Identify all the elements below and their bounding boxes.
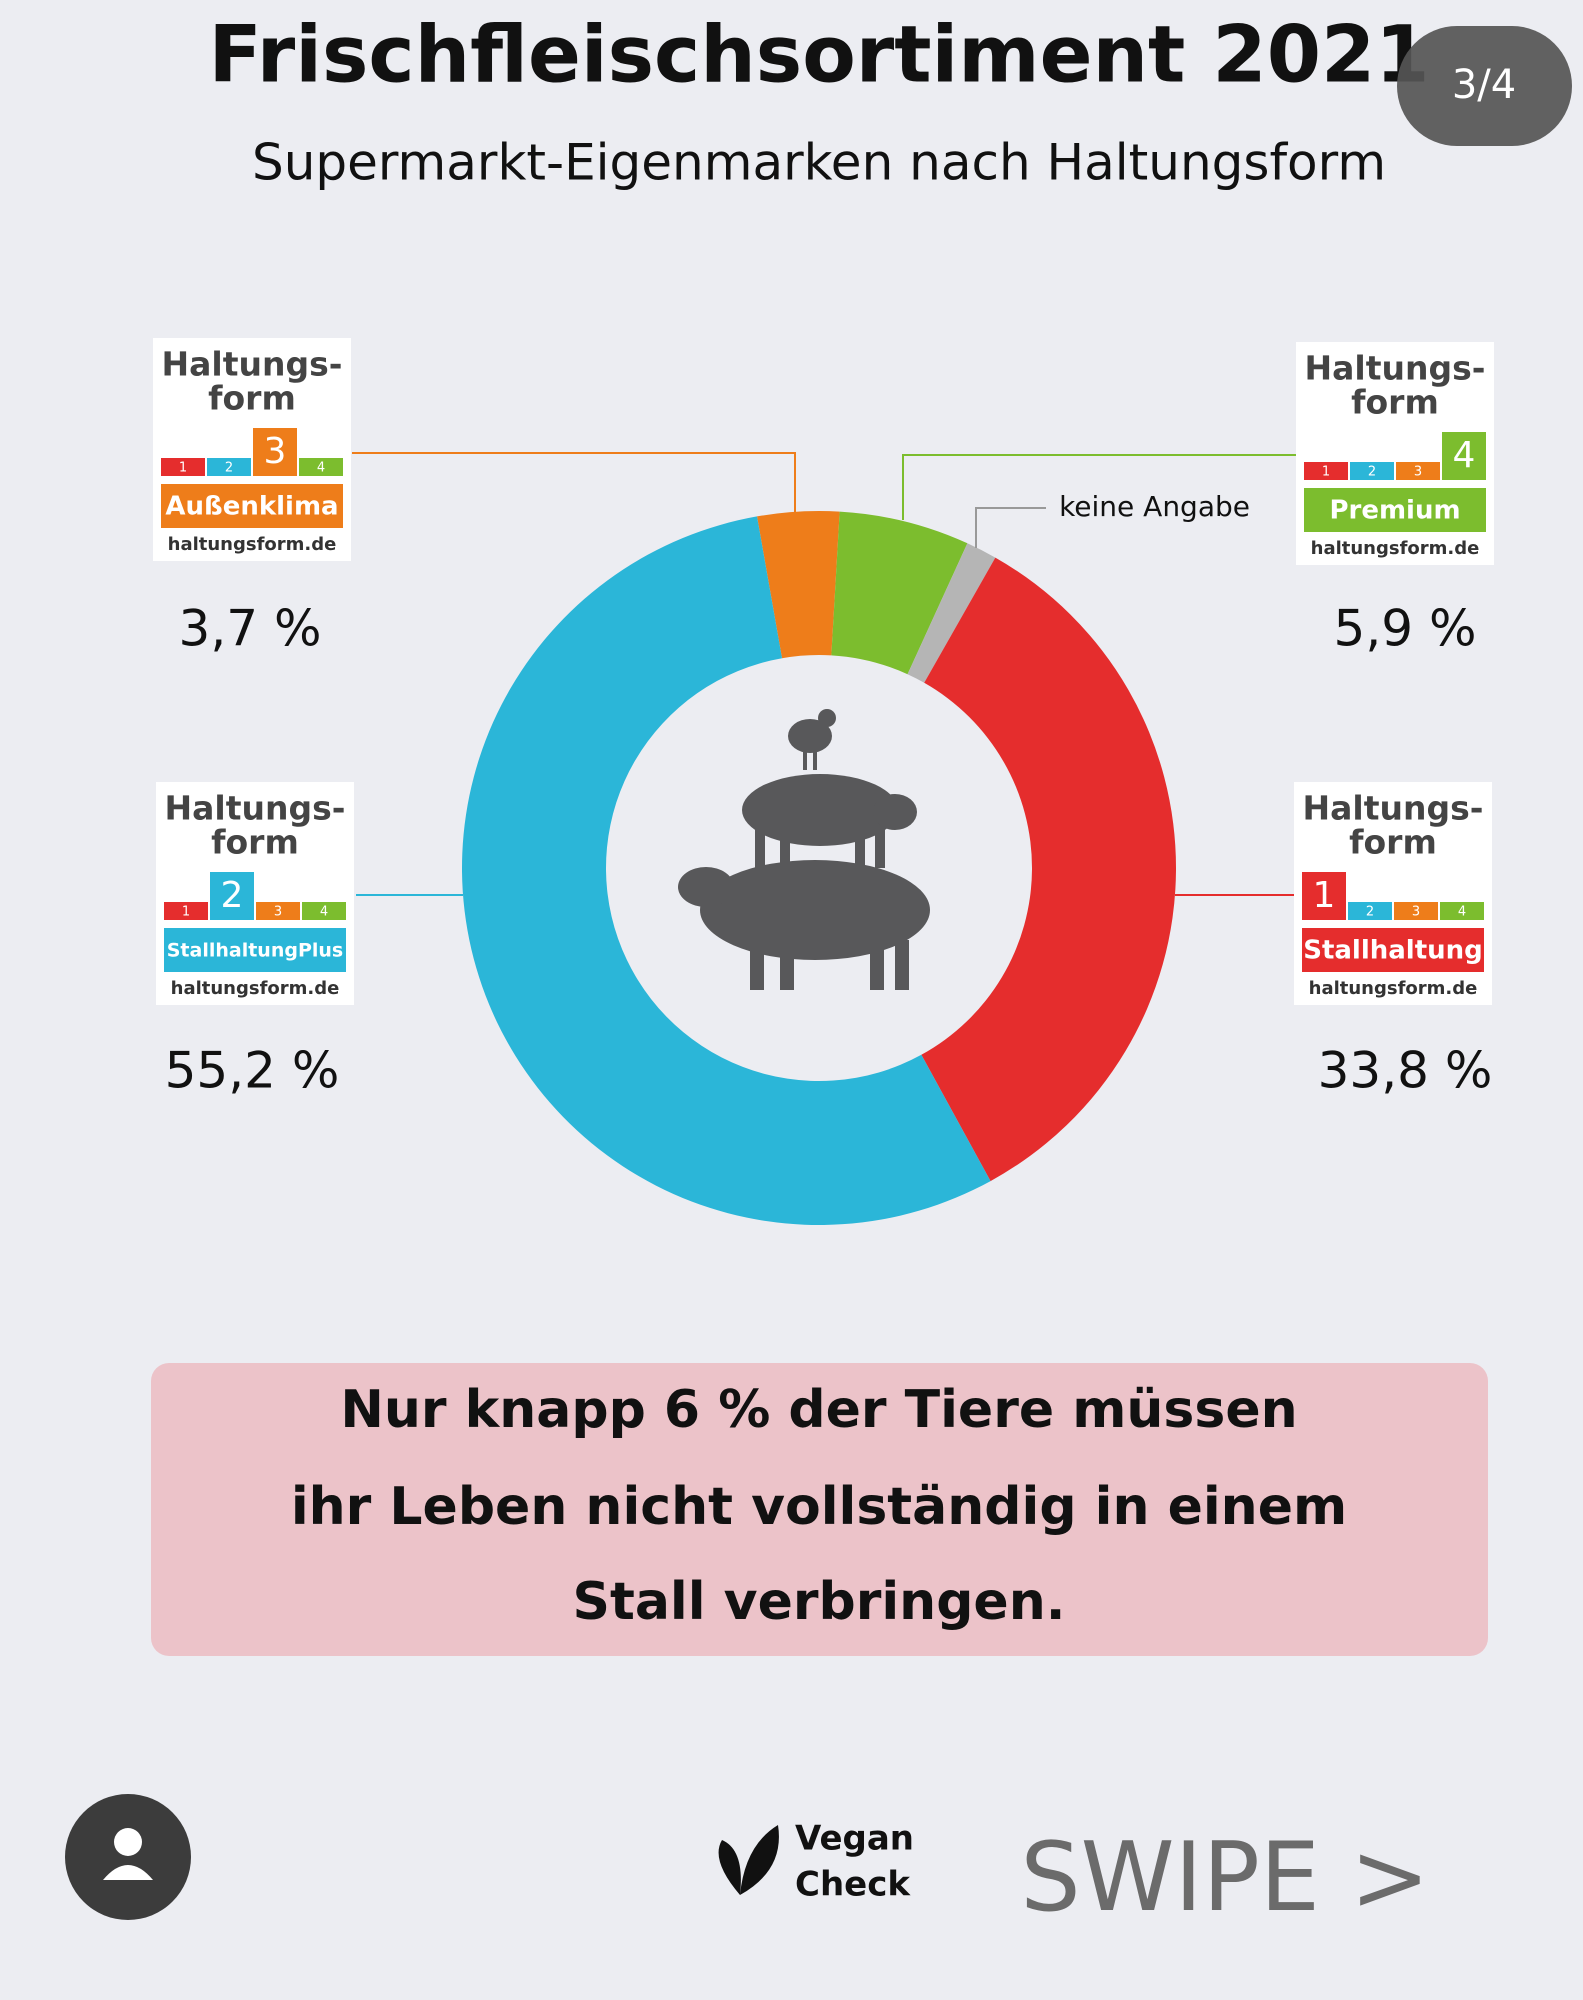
- badge-heading: Haltungs-: [162, 345, 343, 384]
- chart-title: Frischfleischsortiment 2021: [208, 10, 1429, 100]
- badge-level-box: [253, 428, 297, 476]
- badge-heading: Haltungs-: [1303, 789, 1484, 828]
- badge-label-box: [1304, 488, 1486, 532]
- legend-entry: Außenklima: [165, 492, 338, 522]
- badge-level: 3: [1412, 905, 1420, 920]
- badge-level: 4: [317, 461, 325, 476]
- swipe-button[interactable]: SWIPE >: [1020, 1823, 1429, 1933]
- badge-level: 2: [225, 461, 233, 476]
- badge-heading: form: [211, 823, 299, 862]
- page-counter: 3/4: [1452, 62, 1516, 108]
- badge-level: 1: [179, 461, 187, 476]
- badge-label-box: [164, 928, 346, 972]
- category-label: keine Angabe: [1059, 490, 1250, 523]
- badge-level-box: [1394, 902, 1438, 920]
- badge-level: 2: [1366, 905, 1374, 920]
- badge-level-box: [1442, 432, 1486, 480]
- message-line: Stall verbringen.: [573, 1572, 1066, 1632]
- badge-level-box: [1302, 872, 1346, 920]
- message-box: [151, 1363, 1488, 1656]
- badge-level-box: [299, 458, 343, 476]
- badge-heading: form: [1351, 383, 1439, 422]
- badge-level: 1: [1313, 875, 1336, 916]
- badge-level: 3: [274, 905, 282, 920]
- badge-level-box: [161, 458, 205, 476]
- badge-level-box: [1396, 462, 1440, 480]
- data-label: 33,8 %: [1318, 1042, 1493, 1100]
- legend-badge: Haltungs-form 1 2 3 4 StallhaltungPlus haltung…: [156, 782, 354, 1005]
- donut-segment: [757, 511, 840, 659]
- message-line: ihr Leben nicht vollständig in einem: [291, 1477, 1347, 1537]
- avatar-icon: [103, 1865, 153, 1880]
- badge-url: haltungsform.de: [1309, 978, 1478, 999]
- badge-level-box: [256, 902, 300, 920]
- badge-label-box: [161, 484, 343, 528]
- badge-heading: form: [1349, 823, 1437, 862]
- badge-level-box: [1440, 902, 1484, 920]
- badge-level-box: [302, 902, 346, 920]
- badge-url: haltungsform.de: [168, 534, 337, 555]
- badge-url: haltungsform.de: [1311, 538, 1480, 559]
- legend-entry: StallhaltungPlus: [167, 940, 343, 962]
- badge-level: 4: [1458, 905, 1466, 920]
- badge-level: 4: [320, 905, 328, 920]
- donut-segment: [921, 557, 1176, 1182]
- page-counter-pill: [1397, 26, 1572, 146]
- donut-segment: [907, 543, 996, 683]
- legend-badge: Haltungs-form 1 2 3 4 Außenklima haltungsform.…: [153, 338, 351, 561]
- donut-segment: [461, 516, 991, 1225]
- brand-text: Check: [795, 1865, 911, 1905]
- avatar-button[interactable]: [65, 1794, 191, 1920]
- avatar-icon: [114, 1828, 142, 1856]
- message-line: Nur knapp 6 % der Tiere müssen: [340, 1380, 1297, 1440]
- chart-subtitle: Supermarkt-Eigenmarken nach Haltungsform: [252, 134, 1386, 192]
- data-label: 5,9 %: [1334, 600, 1477, 658]
- leader-line: [902, 454, 1296, 520]
- badge-heading: Haltungs-: [165, 789, 346, 828]
- brand-logo: [718, 1825, 779, 1895]
- badge-level-box: [1350, 462, 1394, 480]
- leader-line: [975, 507, 1046, 548]
- badge-label-box: [1302, 928, 1484, 972]
- brand-text: Vegan: [795, 1819, 914, 1859]
- data-label: 3,7 %: [179, 600, 322, 658]
- badge-level: 3: [264, 431, 287, 472]
- badge-level-box: [1304, 462, 1348, 480]
- donut-segment: [831, 511, 968, 675]
- data-label: 55,2 %: [165, 1042, 340, 1100]
- badge-heading: form: [208, 379, 296, 418]
- badge-level-box: [207, 458, 251, 476]
- badge-level: 2: [1368, 465, 1376, 480]
- badge-level: 4: [1453, 435, 1476, 476]
- badge-heading: Haltungs-: [1305, 349, 1486, 388]
- badge-url: haltungsform.de: [171, 978, 340, 999]
- legend-entry: Stallhaltung: [1303, 936, 1483, 966]
- legend-badge: Haltungs-form 1 2 3 4 Premium haltungsform.de: [1296, 342, 1494, 565]
- legend-badge: Haltungs-form 1 2 3 4 Stallhaltung haltungsfor…: [1294, 782, 1492, 1005]
- badge-level: 3: [1414, 465, 1422, 480]
- badge-level-box: [164, 902, 208, 920]
- badge-level: 1: [182, 905, 190, 920]
- animal-icon: [678, 709, 930, 990]
- badge-level-box: [1348, 902, 1392, 920]
- leader-line: [352, 452, 796, 512]
- badge-level: 1: [1322, 465, 1330, 480]
- badge-level-box: [210, 872, 254, 920]
- legend-entry: Premium: [1329, 496, 1460, 526]
- badge-level: 2: [221, 875, 244, 916]
